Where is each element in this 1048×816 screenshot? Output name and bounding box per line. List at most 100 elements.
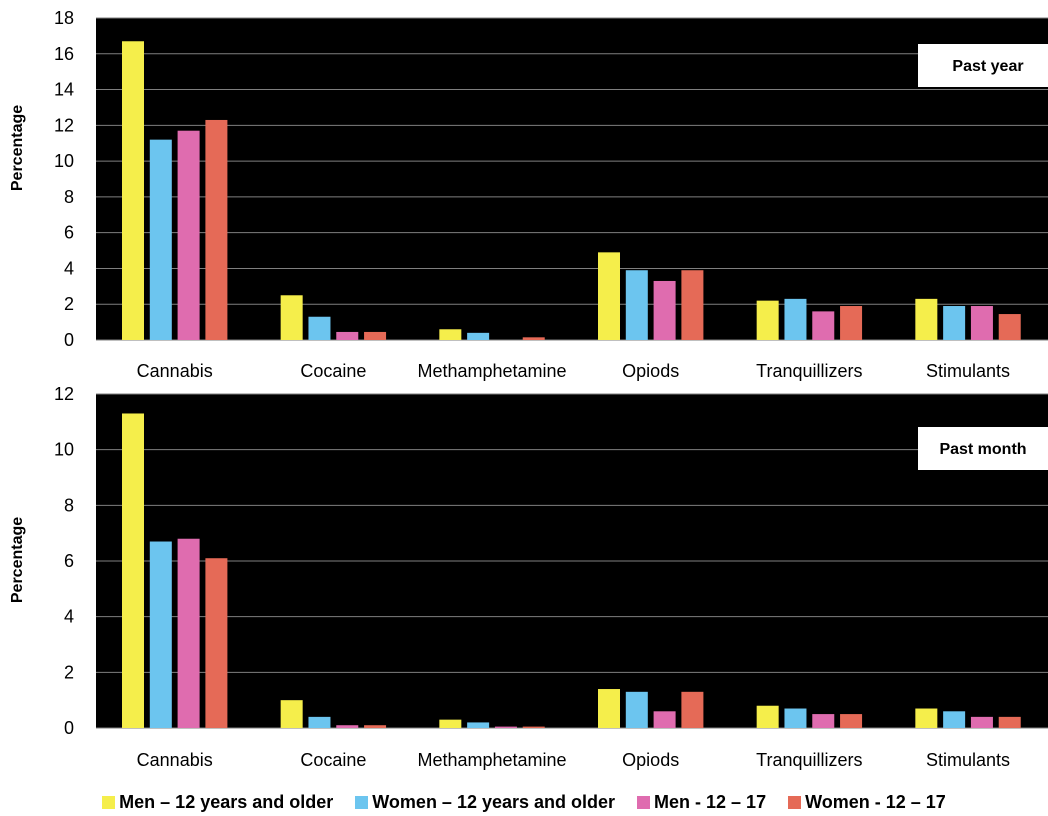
y-tick-label: 4 (64, 258, 74, 278)
bar-cocaine-women-12-years-and-older (308, 316, 331, 340)
plot-area-past-year (96, 18, 1048, 340)
x-tick-label-cannabis: Cannabis (137, 361, 213, 381)
legend-swatch-women-12-17 (788, 795, 802, 809)
y-tick-label: 16 (54, 44, 74, 64)
bar-tranquillizers-women-12-years-and-older (784, 298, 807, 340)
bar-methamphetamine-women-12-17 (522, 337, 545, 340)
y-tick-label: 10 (54, 151, 74, 171)
y-tick-label: 2 (64, 294, 74, 314)
bar-tranquillizers-men-12-years-and-older (756, 705, 779, 728)
bar-cocaine-men-12-years-and-older (280, 295, 303, 340)
x-tick-label-opiods: Opiods (622, 361, 679, 381)
x-tick-label-methamphetamine: Methamphetamine (417, 750, 566, 770)
y-tick-label: 4 (64, 607, 74, 627)
bar-stimulants-men-12-17 (970, 306, 993, 340)
bar-methamphetamine-men-12-years-and-older (439, 719, 462, 728)
legend-label-women-12-plus: Women – 12 years and older (372, 791, 616, 812)
bar-tranquillizers-women-12-17 (840, 714, 863, 728)
x-tick-label-cannabis: Cannabis (137, 750, 213, 770)
x-tick-label-opiods: Opiods (622, 750, 679, 770)
bar-cannabis-women-12-17 (205, 119, 228, 340)
y-axis-label-past-month: Percentage (9, 517, 26, 603)
bar-stimulants-women-12-17 (998, 716, 1021, 728)
gridlines-past-month (96, 393, 1048, 729)
bar-cannabis-women-12-years-and-older (149, 541, 172, 728)
bar-cannabis-men-12-years-and-older (122, 413, 144, 728)
y-tick-label: 12 (54, 384, 74, 404)
bar-opiods-men-12-years-and-older (598, 252, 620, 340)
badge-box-past-month (918, 427, 1048, 470)
bar-cannabis-men-12-17 (177, 538, 200, 728)
bar-methamphetamine-women-12-years-and-older (467, 722, 490, 728)
bar-tranquillizers-men-12-years-and-older (756, 300, 779, 340)
legend-item-men-12-17: Men - 12 – 17 (637, 792, 766, 813)
bar-tranquillizers-women-12-17 (840, 306, 863, 340)
chart-past-year: 0 2 4 6 8 10 12 14 16 18 Cannabis Cocaine Methamphe… (9, 8, 1048, 381)
legend-item-women-12-plus: Women – 12 years and older (355, 792, 615, 813)
x-ticks-past-month: Cannabis Cocaine Methamphetamine Opiods Tran… (137, 750, 1010, 770)
y-axis-label-past-year: Percentage (9, 105, 26, 191)
legend-item-women-12-17: Women - 12 – 17 (788, 792, 946, 813)
bars-past-month (122, 413, 1021, 728)
bar-stimulants-men-12-17 (970, 716, 993, 728)
legend-swatch-men-12-17 (637, 795, 651, 809)
bar-opiods-men-12-17 (653, 711, 676, 728)
bar-cocaine-women-12-17 (364, 725, 387, 728)
badge-past-year: Past year (952, 58, 1023, 75)
legend-item-men-12-plus: Men – 12 years and older (102, 792, 333, 813)
bar-methamphetamine-men-12-years-and-older (439, 329, 462, 340)
y-ticks-past-month: 0 2 4 6 8 10 12 (54, 384, 74, 738)
x-tick-label-cocaine: Cocaine (300, 361, 366, 381)
legend-swatch-men-12-plus (102, 795, 116, 809)
legend-label-men-12-17: Men - 12 – 17 (654, 791, 767, 812)
bar-cocaine-women-12-years-and-older (308, 716, 331, 728)
bar-opiods-women-12-17 (681, 691, 704, 728)
bar-tranquillizers-men-12-17 (812, 311, 835, 340)
x-tick-label-stimulants: Stimulants (926, 750, 1010, 770)
bar-methamphetamine-women-12-years-and-older (467, 332, 490, 340)
y-tick-label: 8 (64, 187, 74, 207)
bar-cocaine-men-12-17 (336, 331, 359, 340)
x-tick-label-methamphetamine: Methamphetamine (417, 361, 566, 381)
bar-stimulants-women-12-years-and-older (943, 711, 966, 728)
bar-methamphetamine-women-12-17 (522, 726, 545, 728)
y-tick-label: 6 (64, 223, 74, 243)
y-tick-label: 2 (64, 662, 74, 682)
bar-stimulants-men-12-years-and-older (915, 298, 938, 340)
bar-stimulants-women-12-years-and-older (943, 306, 966, 340)
y-tick-label: 0 (64, 330, 74, 350)
x-tick-label-cocaine: Cocaine (300, 750, 366, 770)
bar-cocaine-women-12-17 (364, 331, 387, 340)
bar-tranquillizers-women-12-years-and-older (784, 708, 807, 728)
y-tick-label: 8 (64, 495, 74, 515)
y-tick-label: 10 (54, 440, 74, 460)
chart-past-month: 0 2 4 6 8 10 12 Cannabis Cocaine Methamphetamine… (9, 384, 1048, 770)
bar-stimulants-women-12-17 (998, 314, 1021, 340)
y-tick-label: 14 (54, 80, 74, 100)
bar-opiods-women-12-17 (681, 270, 704, 340)
legend: Men – 12 years and older Women – 12 year… (0, 788, 1048, 816)
bar-cannabis-women-12-17 (205, 558, 228, 728)
y-tick-label: 6 (64, 551, 74, 571)
y-tick-label: 0 (64, 718, 74, 738)
bar-cannabis-women-12-years-and-older (149, 139, 172, 340)
legend-label-men-12-plus: Men – 12 years and older (119, 791, 334, 812)
legend-label-women-12-17: Women - 12 – 17 (805, 791, 946, 812)
badge-past-month: Past month (939, 441, 1026, 458)
bar-cannabis-men-12-years-and-older (122, 41, 144, 340)
x-tick-label-tranquillizers: Tranquillizers (756, 361, 862, 381)
bar-cocaine-men-12-years-and-older (280, 700, 303, 728)
gridlines-past-year (96, 17, 1048, 341)
badge-box-past-year (918, 44, 1048, 87)
bar-opiods-women-12-years-and-older (625, 691, 648, 728)
legend-swatch-women-12-plus (355, 795, 369, 809)
bars-past-year (122, 41, 1021, 340)
bar-opiods-men-12-years-and-older (598, 689, 620, 728)
bar-stimulants-men-12-years-and-older (915, 708, 938, 728)
y-ticks-past-year: 0 2 4 6 8 10 12 14 16 18 (54, 8, 74, 350)
bar-opiods-women-12-years-and-older (625, 270, 648, 340)
x-tick-label-tranquillizers: Tranquillizers (756, 750, 862, 770)
x-ticks-past-year: Cannabis Cocaine Methamphetamine Opiods Tran… (137, 361, 1010, 381)
bar-methamphetamine-men-12-17 (494, 726, 517, 728)
